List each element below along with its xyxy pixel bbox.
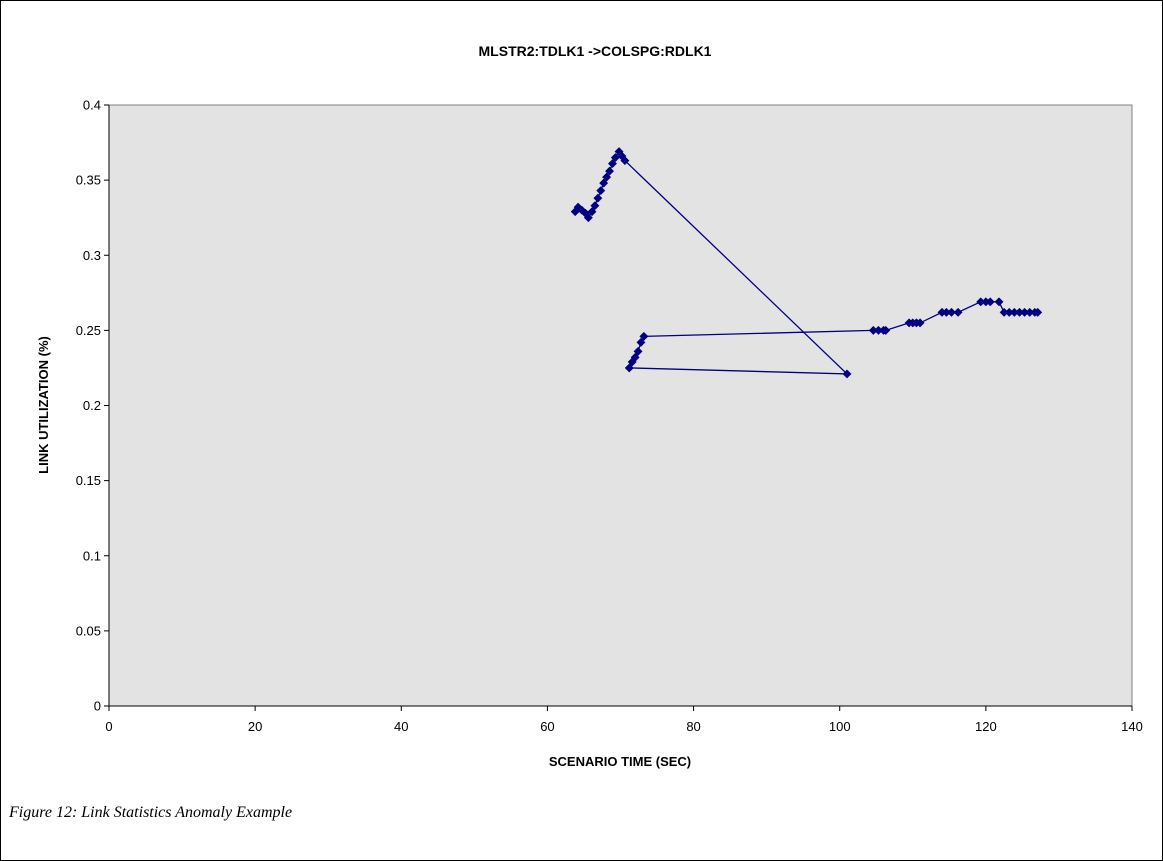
y-tick-label: 0.2	[83, 398, 101, 413]
data-point	[590, 201, 600, 211]
x-tick-label: 140	[1121, 719, 1143, 734]
data-point	[633, 346, 643, 356]
data-point	[636, 337, 646, 347]
chart: MLSTR2:TDLK1 ->COLSPG:RDLK1 0 0.05 0.1 0.15…	[36, 43, 1143, 769]
data-point	[842, 369, 852, 379]
data-point	[994, 297, 1004, 307]
x-tick-label: 100	[829, 719, 851, 734]
data-point	[583, 213, 593, 223]
data-point	[946, 307, 957, 317]
y-tick-label: 0.15	[76, 473, 101, 488]
data-point	[1033, 307, 1043, 317]
y-tick-label: 0.25	[76, 323, 101, 338]
y-axis: 0 0.05 0.1 0.15 0.2 0.25 0.3 0.35 0.4	[76, 98, 110, 714]
data-point	[587, 207, 597, 217]
data-point	[607, 159, 618, 169]
data-point	[639, 331, 649, 341]
y-tick-label: 0.4	[83, 98, 101, 113]
data-point	[881, 325, 891, 335]
data-point	[596, 186, 606, 196]
x-tick-label: 0	[105, 719, 112, 734]
data-point	[620, 156, 630, 166]
plot-area	[108, 104, 1133, 707]
data-point	[593, 193, 603, 203]
data-point	[985, 297, 995, 307]
x-tick-label: 120	[975, 719, 997, 734]
data-point	[602, 172, 612, 182]
x-tick-label: 60	[540, 719, 554, 734]
data-point	[577, 205, 587, 215]
y-axis-label: LINK UTILIZATION (%)	[36, 336, 51, 474]
y-tick-label: 0.35	[76, 173, 101, 188]
data-point	[624, 363, 634, 373]
x-tick-label: 80	[686, 719, 700, 734]
chart-title: MLSTR2:TDLK1 ->COLSPG:RDLK1	[479, 43, 712, 59]
x-axis: 0 20 40 60 80 100 120 140	[105, 705, 1143, 734]
series-layer	[570, 147, 1043, 379]
x-tick-label: 20	[248, 719, 262, 734]
figure-caption: Figure 12: Link Statistics Anomaly Examp…	[9, 804, 293, 821]
y-tick-label: 0.3	[83, 248, 101, 263]
data-point	[953, 307, 963, 317]
x-tick-label: 40	[394, 719, 408, 734]
y-tick-label: 0.05	[76, 623, 101, 638]
y-tick-label: 0.1	[83, 548, 101, 563]
data-point	[599, 178, 609, 188]
data-point	[630, 352, 640, 362]
y-tick-label: 0	[94, 699, 101, 714]
x-axis-label: SCENARIO TIME (SEC)	[549, 754, 691, 769]
data-point	[604, 166, 615, 176]
data-point	[915, 318, 925, 328]
